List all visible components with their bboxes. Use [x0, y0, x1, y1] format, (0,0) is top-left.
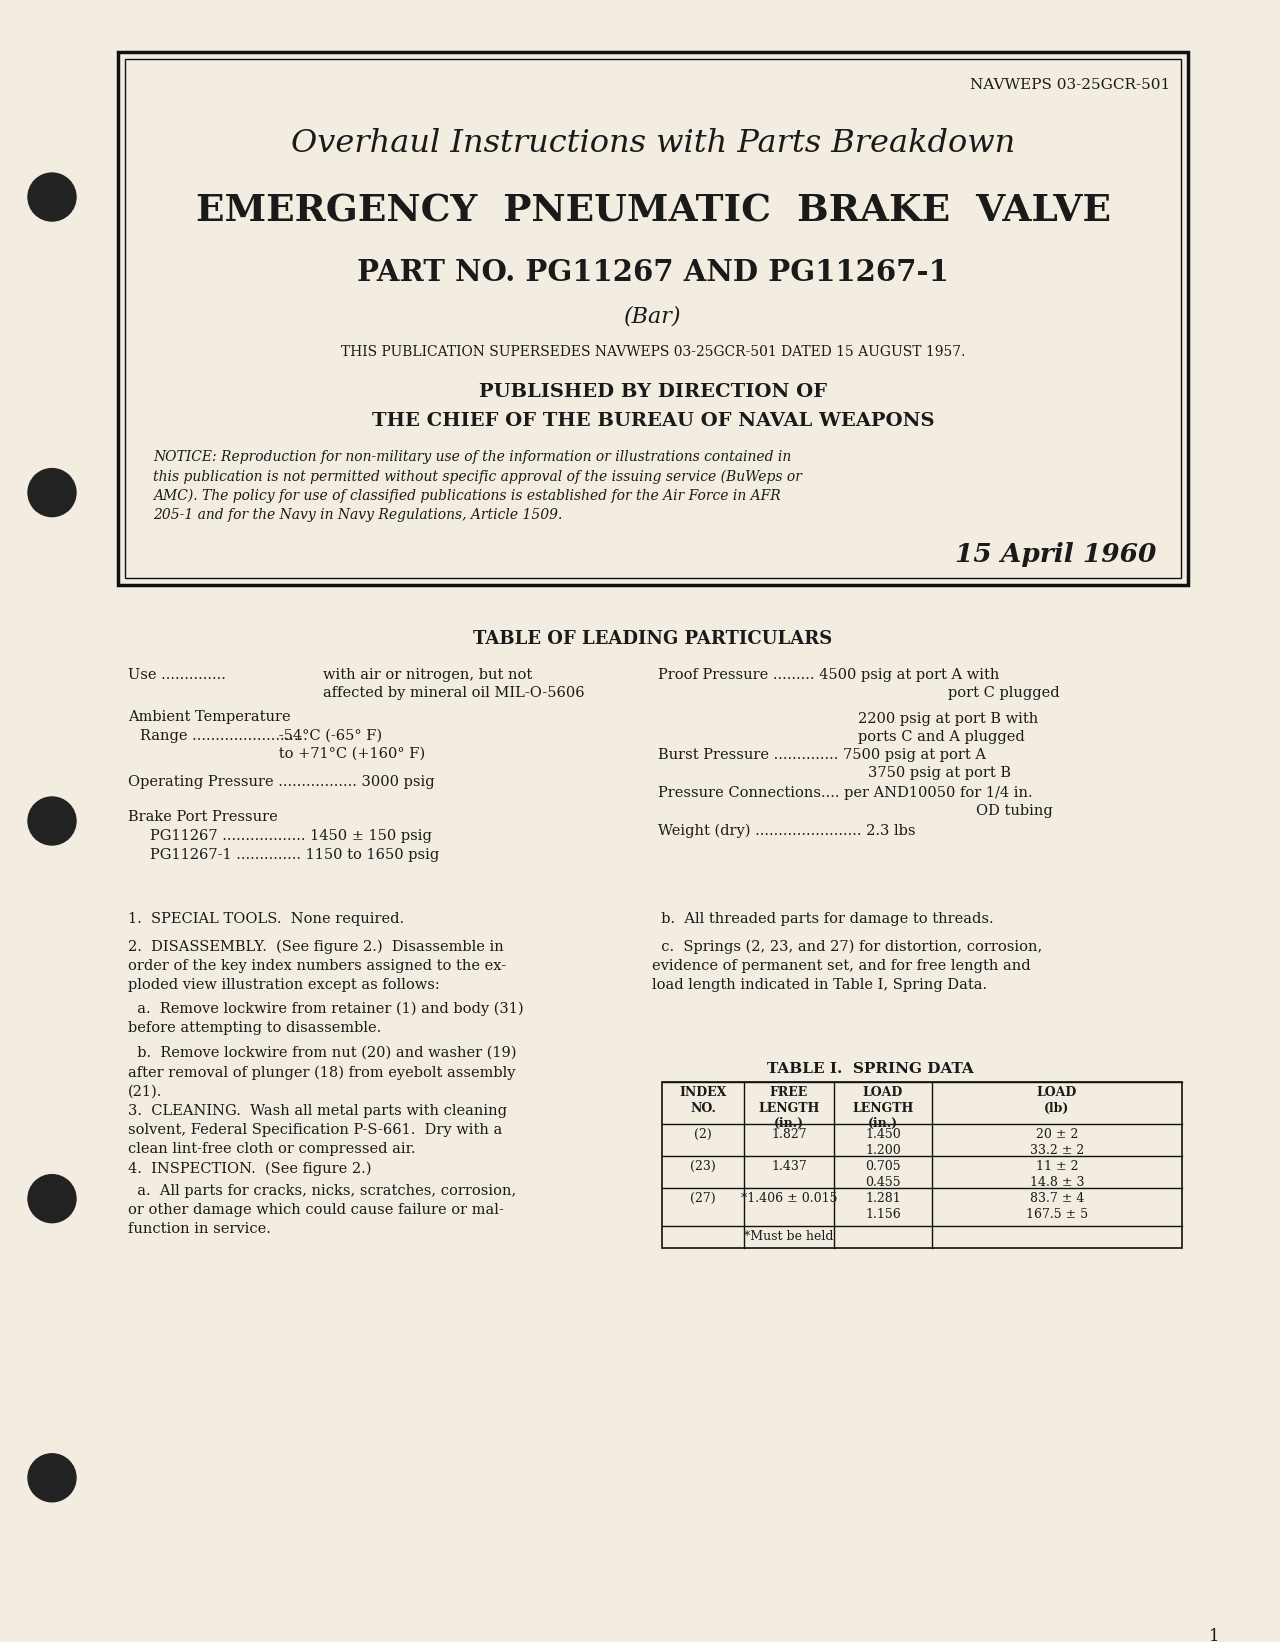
Text: 15 April 1960: 15 April 1960: [955, 542, 1156, 566]
Text: Pressure Connections.... per AND10050 for 1/4 in.: Pressure Connections.... per AND10050 fo…: [658, 787, 1033, 800]
Text: b.  All threaded parts for damage to threads.: b. All threaded parts for damage to thre…: [652, 911, 993, 926]
Text: 1.437: 1.437: [771, 1159, 806, 1172]
Text: 1.827: 1.827: [771, 1128, 806, 1141]
Text: THE CHIEF OF THE BUREAU OF NAVAL WEAPONS: THE CHIEF OF THE BUREAU OF NAVAL WEAPONS: [371, 412, 934, 430]
Text: Weight (dry) ....................... 2.3 lbs: Weight (dry) ....................... 2.3…: [658, 824, 915, 839]
Text: 4.  INSPECTION.  (See figure 2.): 4. INSPECTION. (See figure 2.): [128, 1163, 371, 1176]
Text: (23): (23): [690, 1159, 716, 1172]
Text: *1.406 ± 0.015: *1.406 ± 0.015: [741, 1192, 837, 1205]
Bar: [125, 59, 1181, 578]
Text: 2.  DISASSEMBLY.  (See figure 2.)  Disassemble in
order of the key index numbers: 2. DISASSEMBLY. (See figure 2.) Disassem…: [128, 939, 506, 992]
Text: 3750 psig at port B: 3750 psig at port B: [868, 767, 1011, 780]
Text: 1.281
1.156: 1.281 1.156: [865, 1192, 901, 1220]
Text: ports C and A plugged: ports C and A plugged: [858, 731, 1025, 744]
Text: NAVWEPS 03-25GCR-501: NAVWEPS 03-25GCR-501: [970, 79, 1170, 92]
Text: Range .........................: Range .........................: [140, 729, 307, 742]
Bar: [662, 1082, 1181, 1248]
Text: PG11267 .................. 1450 ± 150 psig: PG11267 .................. 1450 ± 150 ps…: [150, 829, 431, 842]
Text: a.  Remove lockwire from retainer (1) and body (31)
before attempting to disasse: a. Remove lockwire from retainer (1) and…: [128, 1002, 524, 1036]
Text: TABLE OF LEADING PARTICULARS: TABLE OF LEADING PARTICULARS: [474, 631, 832, 649]
Text: PART NO. PG11267 AND PG11267-1: PART NO. PG11267 AND PG11267-1: [357, 258, 948, 287]
Circle shape: [28, 1453, 76, 1502]
Text: affected by mineral oil MIL-O-5606: affected by mineral oil MIL-O-5606: [323, 686, 585, 699]
Text: 3.  CLEANING.  Wash all metal parts with cleaning
solvent, Federal Specification: 3. CLEANING. Wash all metal parts with c…: [128, 1103, 507, 1156]
Circle shape: [28, 468, 76, 517]
Text: Proof Pressure ......... 4500 psig at port A with: Proof Pressure ......... 4500 psig at po…: [658, 668, 1000, 681]
Text: Ambient Temperature: Ambient Temperature: [128, 709, 291, 724]
Text: b.  Remove lockwire from nut (20) and washer (19)
after removal of plunger (18) : b. Remove lockwire from nut (20) and was…: [128, 1046, 517, 1098]
Text: 20 ± 2
33.2 ± 2: 20 ± 2 33.2 ± 2: [1030, 1128, 1084, 1156]
Text: 1.450
1.200: 1.450 1.200: [865, 1128, 901, 1156]
Text: to +71°C (+160° F): to +71°C (+160° F): [140, 747, 425, 760]
Text: PG11267-1 .............. 1150 to 1650 psig: PG11267-1 .............. 1150 to 1650 ps…: [150, 847, 439, 862]
Text: port C plugged: port C plugged: [948, 686, 1060, 699]
Text: 1.  SPECIAL TOOLS.  None required.: 1. SPECIAL TOOLS. None required.: [128, 911, 404, 926]
Text: 83.7 ± 4
167.5 ± 5: 83.7 ± 4 167.5 ± 5: [1027, 1192, 1088, 1220]
Text: 2200 psig at port B with: 2200 psig at port B with: [858, 713, 1038, 726]
Text: Overhaul Instructions with Parts Breakdown: Overhaul Instructions with Parts Breakdo…: [291, 128, 1015, 159]
Circle shape: [28, 1174, 76, 1223]
Text: -54°C (-65° F): -54°C (-65° F): [140, 729, 383, 742]
Text: (27): (27): [690, 1192, 716, 1205]
Text: 0.705
0.455: 0.705 0.455: [865, 1159, 901, 1189]
Text: Operating Pressure ................. 3000 psig: Operating Pressure ................. 300…: [128, 775, 435, 790]
Text: FREE
LENGTH
(in.): FREE LENGTH (in.): [758, 1085, 819, 1130]
Text: 11 ± 2
14.8 ± 3: 11 ± 2 14.8 ± 3: [1029, 1159, 1084, 1189]
Text: OD tubing: OD tubing: [977, 805, 1052, 818]
Text: Burst Pressure .............. 7500 psig at port A: Burst Pressure .............. 7500 psig …: [658, 749, 986, 762]
Text: with air or nitrogen, but not: with air or nitrogen, but not: [323, 668, 532, 681]
Text: (2): (2): [694, 1128, 712, 1141]
Text: EMERGENCY  PNEUMATIC  BRAKE  VALVE: EMERGENCY PNEUMATIC BRAKE VALVE: [196, 192, 1111, 228]
Text: Use ..............: Use ..............: [128, 668, 225, 681]
Text: TABLE I.  SPRING DATA: TABLE I. SPRING DATA: [767, 1062, 973, 1076]
Text: THIS PUBLICATION SUPERSEDES NAVWEPS 03-25GCR-501 DATED 15 AUGUST 1957.: THIS PUBLICATION SUPERSEDES NAVWEPS 03-2…: [340, 345, 965, 360]
Text: LOAD
(lb): LOAD (lb): [1037, 1085, 1078, 1115]
Text: PUBLISHED BY DIRECTION OF: PUBLISHED BY DIRECTION OF: [479, 383, 827, 401]
Text: INDEX
NO.: INDEX NO.: [680, 1085, 727, 1115]
Text: NOTICE: Reproduction for non-military use of the information or illustrations co: NOTICE: Reproduction for non-military us…: [154, 450, 801, 522]
Text: c.  Springs (2, 23, and 27) for distortion, corrosion,
evidence of permanent set: c. Springs (2, 23, and 27) for distortio…: [652, 939, 1042, 992]
Text: LOAD
LENGTH
(in.): LOAD LENGTH (in.): [852, 1085, 914, 1130]
Text: (Bar): (Bar): [625, 305, 682, 327]
Text: *Must be held: *Must be held: [744, 1230, 833, 1243]
Text: Brake Port Pressure: Brake Port Pressure: [128, 810, 278, 824]
Circle shape: [28, 796, 76, 846]
Text: 1: 1: [1210, 1627, 1220, 1642]
Circle shape: [28, 172, 76, 222]
Text: a.  All parts for cracks, nicks, scratches, corrosion,
or other damage which cou: a. All parts for cracks, nicks, scratche…: [128, 1184, 516, 1236]
Bar: [118, 53, 1188, 585]
